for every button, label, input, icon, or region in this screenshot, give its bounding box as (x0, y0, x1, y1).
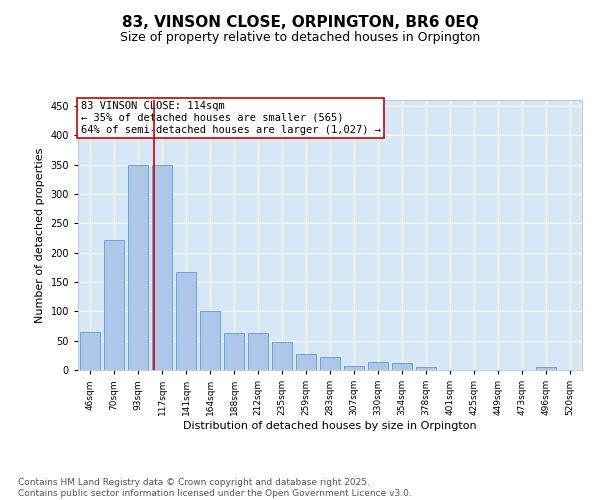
Bar (272, 342, 292, 370)
Text: Size of property relative to detached houses in Orpington: Size of property relative to detached ho… (120, 31, 480, 44)
Text: Contains HM Land Registry data © Crown copyright and database right 2025.
Contai: Contains HM Land Registry data © Crown c… (18, 478, 412, 498)
Y-axis label: Number of detached properties: Number of detached properties (35, 148, 45, 322)
X-axis label: Distribution of detached houses by size in Orpington: Distribution of detached houses by size … (183, 421, 477, 431)
Bar (536, 367, 556, 370)
Bar (416, 367, 436, 370)
Bar (392, 363, 412, 370)
Bar (128, 164, 148, 370)
Bar (176, 272, 196, 370)
Bar (320, 356, 340, 370)
Bar (248, 333, 268, 370)
Bar (224, 333, 244, 370)
Bar (296, 354, 316, 370)
Text: 83 VINSON CLOSE: 114sqm
← 35% of detached houses are smaller (565)
64% of semi-d: 83 VINSON CLOSE: 114sqm ← 35% of detache… (80, 102, 380, 134)
Bar (152, 164, 172, 370)
Bar (368, 362, 388, 370)
Bar (200, 312, 220, 370)
Text: 83, VINSON CLOSE, ORPINGTON, BR6 0EQ: 83, VINSON CLOSE, ORPINGTON, BR6 0EQ (122, 15, 478, 30)
Bar (104, 240, 124, 370)
Bar (344, 366, 364, 370)
Bar (80, 332, 100, 370)
